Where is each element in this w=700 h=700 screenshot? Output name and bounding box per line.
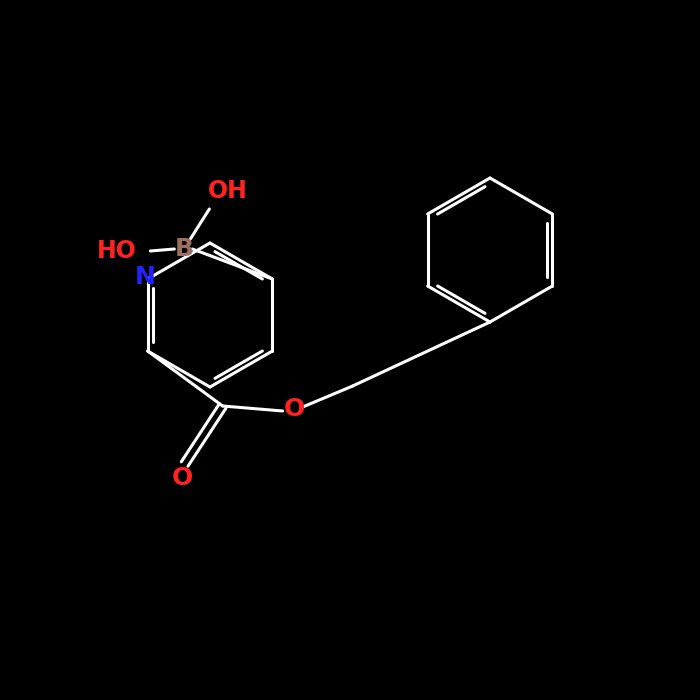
Text: HO: HO — [97, 239, 136, 263]
Text: N: N — [135, 265, 156, 289]
Text: O: O — [172, 466, 193, 490]
Text: O: O — [284, 397, 305, 421]
Text: OH: OH — [207, 179, 247, 203]
Text: B: B — [175, 237, 194, 261]
